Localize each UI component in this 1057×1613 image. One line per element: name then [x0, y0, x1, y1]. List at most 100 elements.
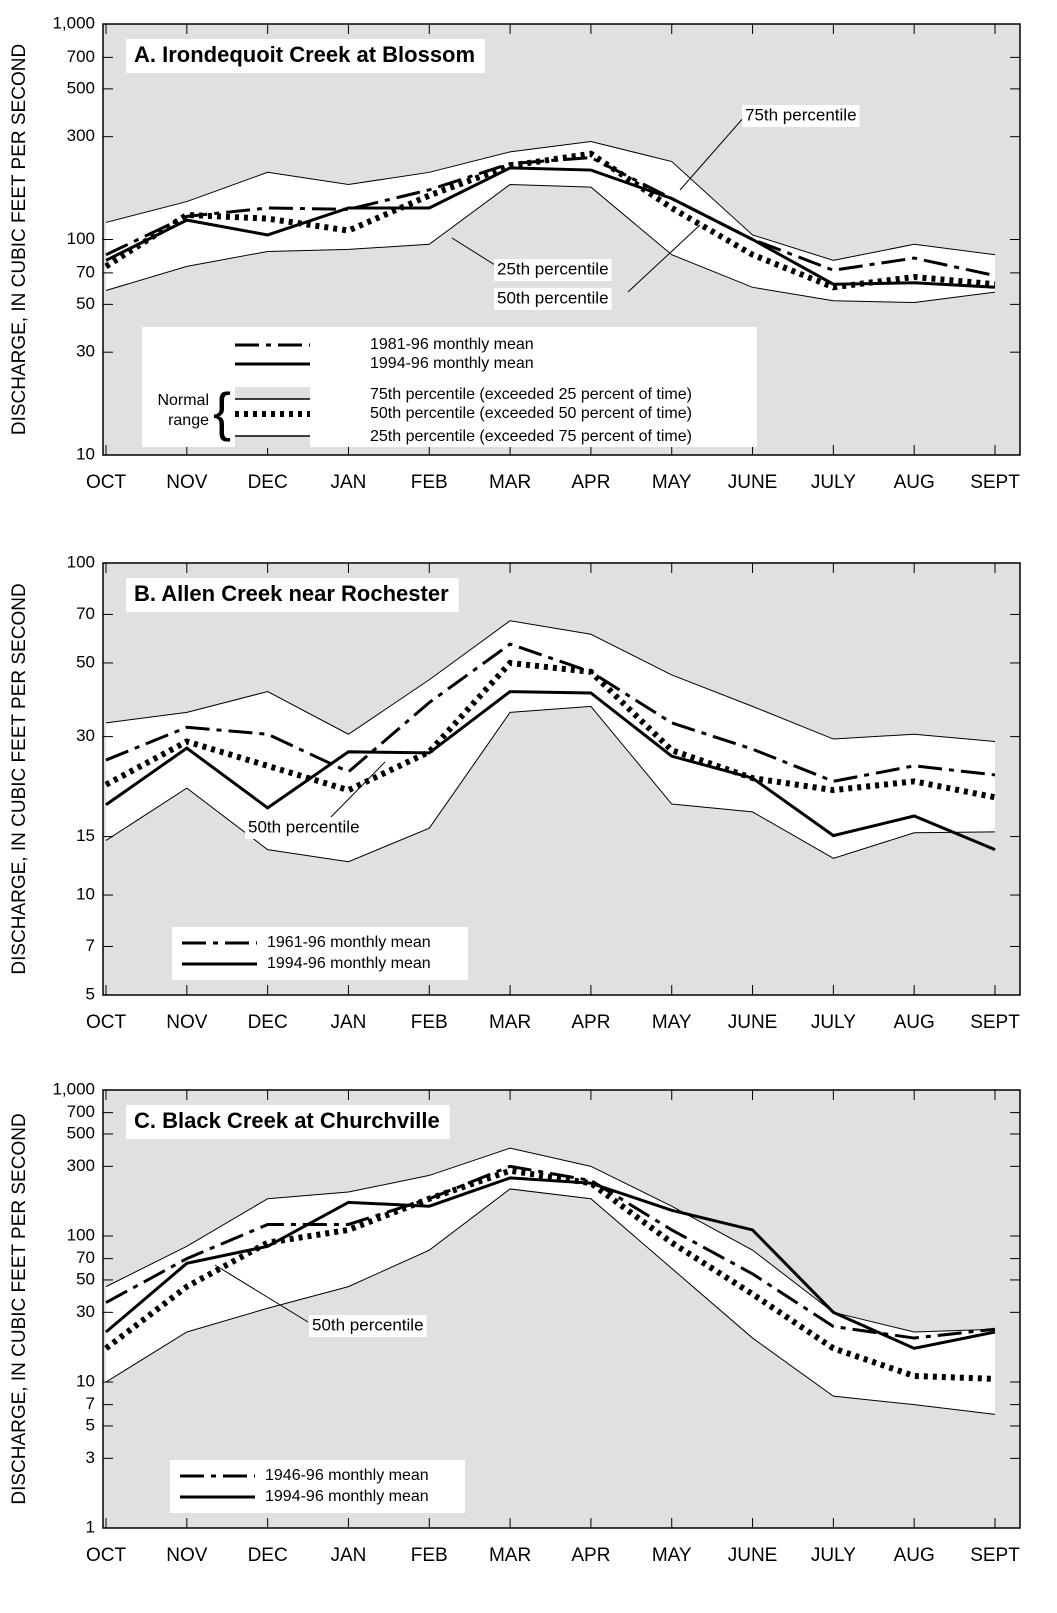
- x-tick-label: SEPT: [970, 1545, 1020, 1566]
- x-tick-label: MAR: [489, 472, 531, 493]
- x-tick-label: JAN: [331, 1012, 367, 1033]
- y-tick-label: 1,000: [52, 13, 95, 32]
- legend-swatch: [235, 436, 310, 448]
- x-tick-label: JAN: [331, 1545, 367, 1566]
- title-box: [126, 39, 486, 73]
- x-tick-label: JULY: [811, 1545, 856, 1566]
- chart: 1 3 5 7 10 30 50 70 100 300 500 700 1,000 OCT NOV DEC JA…: [9, 1079, 1021, 1566]
- series-line: [105, 1164, 996, 1340]
- normal-range-label: range: [168, 412, 209, 429]
- series-line: [105, 1147, 996, 1333]
- y-tick-label: 5: [86, 1415, 95, 1434]
- x-tick-label: OCT: [86, 1012, 127, 1033]
- y-tick-label: 10: [76, 444, 95, 463]
- x-tick-label: FEB: [411, 472, 448, 493]
- legend-label: 75th percentile (exceeded 25 percent of …: [370, 386, 692, 403]
- x-tick-label: AUG: [894, 1012, 935, 1033]
- annotation-box: [494, 259, 612, 281]
- x-tick-label: DEC: [248, 1012, 288, 1033]
- series-line: [105, 183, 996, 304]
- chart-title: B. Allen Creek near Rochester: [134, 581, 449, 606]
- annotation-box: [245, 817, 363, 839]
- series-line: [104, 150, 996, 291]
- y-tick-label: 100: [67, 229, 95, 248]
- annotation: 50th percentile: [497, 288, 609, 307]
- x-tick-label: JUNE: [728, 1012, 778, 1033]
- x-tick-label: OCT: [86, 1545, 127, 1566]
- legend-label: 1994-96 monthly mean: [370, 355, 534, 372]
- chart-title: A. Irondequoit Creek at Blossom: [134, 42, 475, 67]
- annotation-box: [494, 288, 612, 310]
- x-tick-label: APR: [571, 1012, 610, 1033]
- series-line: [105, 166, 996, 289]
- x-tick-label: AUG: [894, 472, 935, 493]
- series-line: [105, 1188, 996, 1415]
- y-tick-label: 50: [76, 294, 95, 313]
- x-tick-label: APR: [571, 1545, 610, 1566]
- y-axis-label: DISCHARGE, IN CUBIC FEET PER SECOND: [9, 583, 30, 974]
- x-tick-label: MAY: [652, 472, 692, 493]
- y-tick-label: 50: [76, 1269, 95, 1288]
- annotation: 25th percentile: [497, 259, 609, 278]
- y-tick-label: 50: [76, 652, 95, 671]
- y-tick-label: 70: [76, 1248, 95, 1267]
- y-tick-label: 500: [67, 78, 95, 97]
- x-tick-label: NOV: [166, 1545, 208, 1566]
- legend-label: 1994-96 monthly mean: [267, 955, 431, 972]
- y-tick-label: 700: [67, 47, 95, 66]
- x-tick-label: AUG: [894, 1545, 935, 1566]
- y-tick-label: 500: [67, 1123, 95, 1142]
- annotation: 75th percentile: [745, 105, 857, 124]
- plot-frame: [102, 1089, 1021, 1529]
- y-tick-label: 70: [76, 604, 95, 623]
- brace: {: [213, 382, 231, 442]
- annotation-box: [309, 1315, 427, 1337]
- series-line: [105, 642, 996, 783]
- y-tick-label: 300: [67, 1156, 95, 1175]
- series-line: [105, 620, 996, 743]
- annotation-leader: [451, 237, 496, 266]
- x-tick-label: FEB: [411, 1545, 448, 1566]
- normal-range-band: [106, 620, 995, 862]
- x-tick-label: DEC: [248, 472, 288, 493]
- x-tick-label: APR: [571, 472, 610, 493]
- y-axis-label: DISCHARGE, IN CUBIC FEET PER SECOND: [9, 1113, 30, 1504]
- chart-title: C. Black Creek at Churchville: [134, 1108, 440, 1133]
- annotation-leader: [627, 224, 701, 293]
- series-line: [105, 156, 996, 278]
- legend-label: 1994-96 monthly mean: [265, 1488, 429, 1505]
- y-tick-label: 300: [67, 126, 95, 145]
- x-tick-label: JUNE: [728, 1545, 778, 1566]
- legend-box: [170, 1460, 465, 1513]
- x-tick-label: SEPT: [970, 472, 1020, 493]
- y-tick-label: 30: [76, 726, 95, 745]
- y-tick-label: 30: [76, 342, 95, 361]
- x-tick-label: JULY: [811, 1012, 856, 1033]
- x-tick-label: MAR: [489, 1545, 531, 1566]
- x-tick-label: MAR: [489, 1012, 531, 1033]
- x-tick-label: SEPT: [970, 1012, 1020, 1033]
- x-tick-label: DEC: [248, 1545, 288, 1566]
- legend-label: 1981-96 monthly mean: [370, 336, 534, 353]
- x-tick-label: NOV: [166, 1012, 208, 1033]
- x-tick-label: JUNE: [728, 472, 778, 493]
- y-tick-label: 10: [76, 885, 95, 904]
- x-tick-label: MAY: [652, 1012, 692, 1033]
- plot-frame: [102, 562, 1021, 996]
- legend-label: 1961-96 monthly mean: [267, 934, 431, 951]
- series-line: [105, 705, 996, 863]
- y-tick-label: 1: [86, 1517, 95, 1536]
- y-tick-label: 700: [67, 1102, 95, 1121]
- title-box: [126, 1105, 450, 1139]
- annotation-leader: [214, 1264, 309, 1323]
- y-tick-label: 1,000: [52, 1079, 95, 1098]
- y-tick-label: 10: [76, 1371, 95, 1390]
- y-tick-label: 30: [76, 1302, 95, 1321]
- annotation: 50th percentile: [248, 817, 360, 836]
- chart: 5 7 10 15 30 50 70 100 OCT NOV DEC JAN FEB MAR APR MAY J…: [9, 552, 1021, 1033]
- series-line: [105, 690, 996, 852]
- plot-frame: [102, 23, 1021, 456]
- legend-swatch: [235, 387, 310, 399]
- x-tick-label: FEB: [411, 1012, 448, 1033]
